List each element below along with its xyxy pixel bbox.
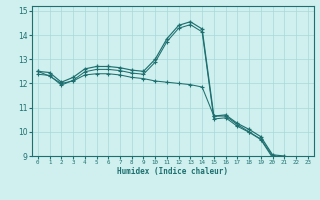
X-axis label: Humidex (Indice chaleur): Humidex (Indice chaleur) xyxy=(117,167,228,176)
